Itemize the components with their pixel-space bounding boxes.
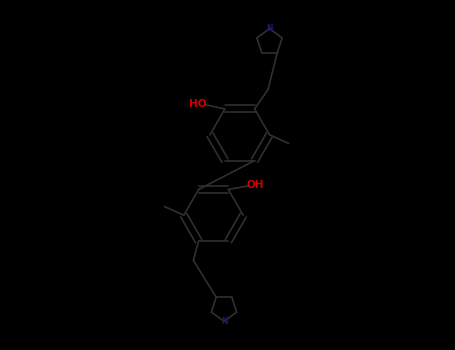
Text: HO: HO [189,99,207,109]
Text: N: N [221,317,227,326]
Text: N: N [266,24,273,33]
Text: OH: OH [247,180,264,190]
